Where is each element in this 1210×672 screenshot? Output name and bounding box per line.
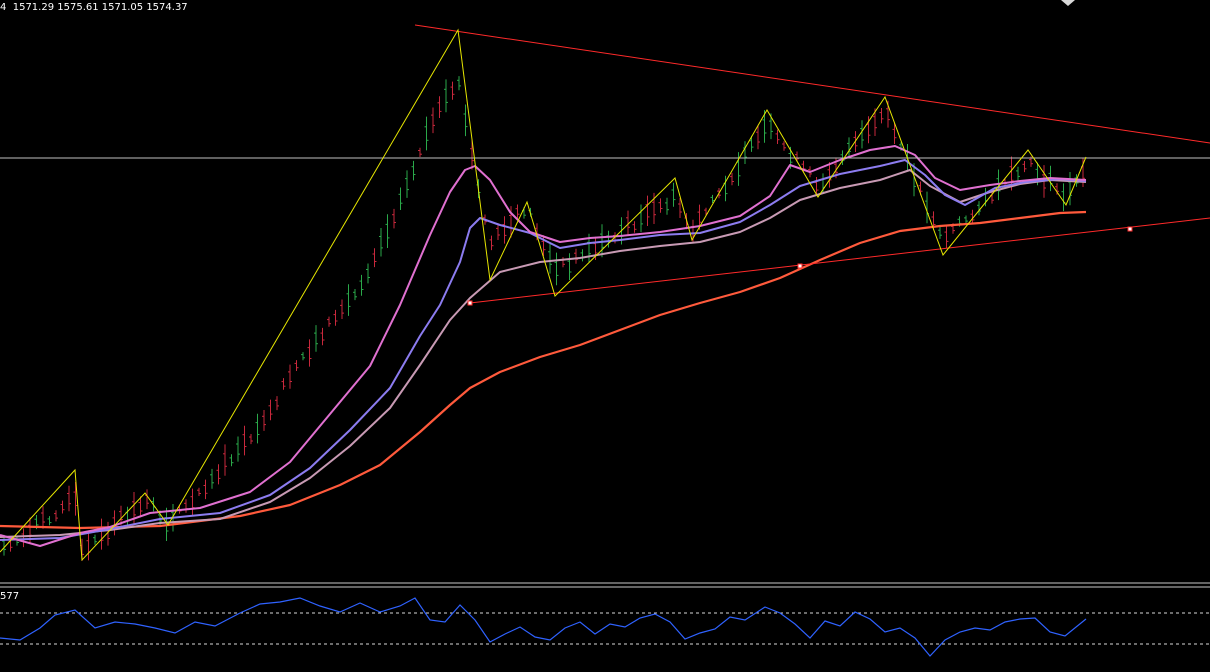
series-ma-long-line <box>0 210 1087 530</box>
trendline-anchor-point-2 <box>1127 226 1133 232</box>
series-ma-slow-line <box>0 169 1087 538</box>
trendlines-layer[interactable] <box>414 24 1210 304</box>
zigzag-line <box>0 28 1087 562</box>
ohlc-readout: 4 1571.29 1575.61 1571.05 1574.37 <box>0 2 188 13</box>
trendline-anchor-point-0 <box>467 300 473 306</box>
indicator-value-label: 577 <box>0 591 20 602</box>
trendline-anchor-point-1 <box>797 263 803 269</box>
oscillator-line <box>0 597 1087 657</box>
series-ma-fast-line <box>0 145 1087 547</box>
trendline-upper <box>414 24 1210 144</box>
oscillator-pane <box>0 597 1210 657</box>
trendline-markers-layer[interactable] <box>467 226 1133 306</box>
moving-averages-layer <box>0 145 1087 547</box>
chart-shift-marker-icon[interactable] <box>1061 0 1075 6</box>
series-ma-mid-line <box>0 159 1087 541</box>
trendline-lower <box>469 217 1210 304</box>
zigzag-layer <box>0 28 1087 562</box>
